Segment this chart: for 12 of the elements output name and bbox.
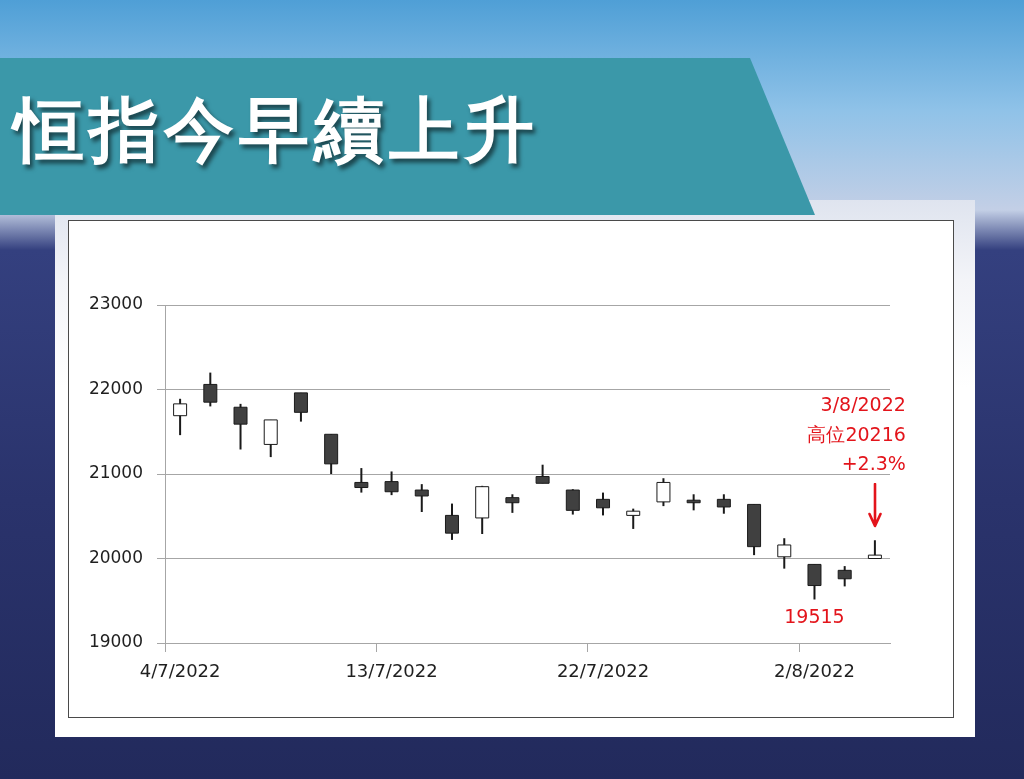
x-tick-label: 4/7/2022 bbox=[139, 660, 221, 682]
y-tick-label: 23000 bbox=[88, 293, 143, 314]
banner-ribbon: 恒指今早續上升 bbox=[0, 58, 815, 215]
y-tick-label: 20000 bbox=[88, 546, 143, 567]
y-tick-label: 19000 bbox=[88, 631, 143, 652]
y-tick-label: 21000 bbox=[88, 462, 143, 483]
x-tick-label: 22/7/2022 bbox=[556, 660, 650, 682]
x-tick-label: 13/7/2022 bbox=[345, 660, 438, 682]
annotation: 3/8/2022 高位20216 +2.3% bbox=[807, 393, 906, 475]
y-tick-label: 22000 bbox=[88, 377, 143, 398]
x-tick-label: 2/8/2022 bbox=[774, 660, 855, 682]
annotation: 19515 bbox=[784, 604, 845, 627]
